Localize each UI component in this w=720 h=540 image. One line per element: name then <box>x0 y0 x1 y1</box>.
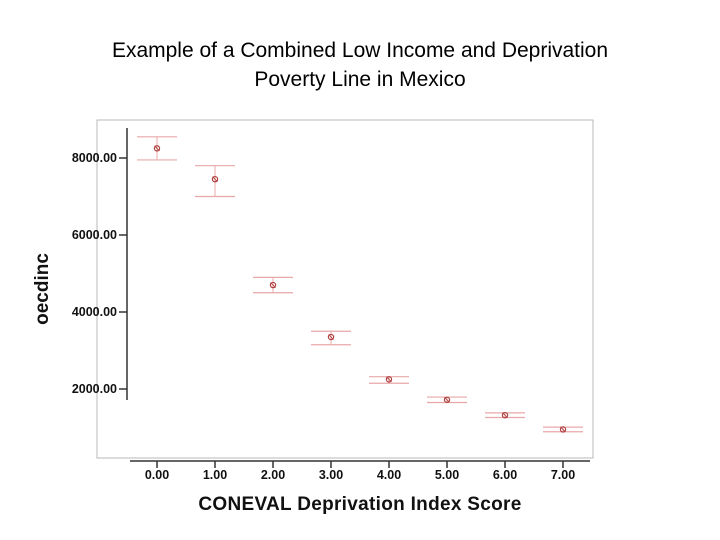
mean-marker-cross <box>386 376 392 383</box>
x-tick-label: 1.00 <box>203 468 227 482</box>
mean-marker <box>211 175 219 183</box>
slide-title-line-2: Poverty Line in Mexico <box>254 68 466 91</box>
y-tick-label: 8000.00 <box>72 151 117 165</box>
x-tick-label: 0.00 <box>145 468 169 482</box>
mean-marker <box>559 426 567 433</box>
mean-marker-cross <box>270 282 276 288</box>
x-tick-label: 4.00 <box>377 468 401 482</box>
x-tick-label: 7.00 <box>551 468 575 482</box>
plot-frame <box>96 119 594 459</box>
mean-marker <box>501 411 509 419</box>
mean-marker-cross <box>328 334 334 340</box>
mean-marker-cross <box>444 396 450 403</box>
x-tick-label: 3.00 <box>319 468 343 482</box>
x-tick-label: 2.00 <box>261 468 285 482</box>
mean-marker <box>443 396 451 403</box>
y-tick-label: 2000.00 <box>72 382 117 396</box>
mean-marker <box>327 333 335 341</box>
slide-title-line-1: Example of a Combined Low Income and Dep… <box>111 39 609 62</box>
mean-marker <box>269 281 277 289</box>
mean-marker <box>385 376 393 383</box>
y-tick-label: 4000.00 <box>72 305 117 319</box>
x-tick-label: 6.00 <box>493 468 517 482</box>
mean-marker-cross <box>502 412 508 418</box>
x-axis-title: CONEVAL Deprivation Index Score <box>198 494 521 515</box>
chart-frame <box>96 119 594 459</box>
x-tick-label: 5.00 <box>435 468 459 482</box>
y-axis-title: oecdinc <box>32 253 53 325</box>
mean-marker-cross <box>212 176 218 182</box>
mean-marker-cross <box>560 426 566 433</box>
chart-marks <box>137 136 583 433</box>
mean-marker <box>153 145 161 152</box>
y-tick-label: 6000.00 <box>72 228 117 242</box>
mean-marker-cross <box>154 145 160 152</box>
chart-axes: 2000.00 4000.00 6000.00 8000.00 0.00 1.00 2.00… <box>72 128 590 482</box>
slide-title: Example of a Combined Low Income and Dep… <box>40 36 680 94</box>
